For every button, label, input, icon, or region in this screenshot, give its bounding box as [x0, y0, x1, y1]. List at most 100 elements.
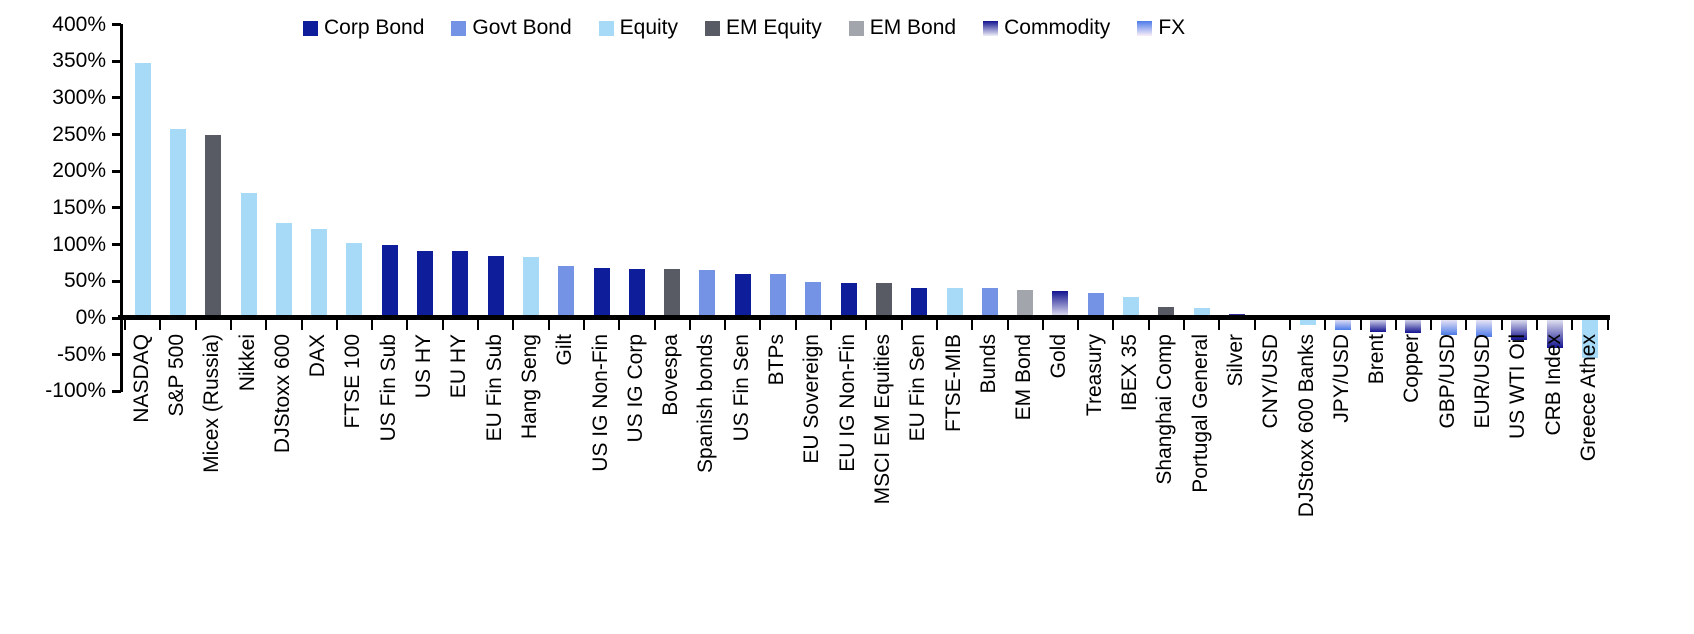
y-axis-label: 200% [52, 159, 106, 183]
y-axis-tick [112, 133, 121, 137]
x-axis-tick [300, 320, 303, 330]
bar-us-fin-sub [381, 244, 398, 318]
x-axis-label-ftse-mib: FTSE-MIB [941, 334, 965, 432]
legend-swatch-em-bond [848, 20, 864, 36]
x-axis-label-micex-russia: Micex (Russia) [200, 334, 224, 473]
x-axis-label-ibex-35: IBEX 35 [1118, 334, 1142, 412]
x-axis-label-gold: Gold [1047, 334, 1071, 379]
legend-label: Commodity [1004, 16, 1111, 39]
x-axis-label-treasury: Treasury [1082, 334, 1106, 417]
x-axis-tick [1430, 320, 1433, 330]
x-axis-tick [830, 320, 832, 330]
x-axis-label-crb-index: CRB Index [1541, 334, 1565, 436]
y-axis-tick [112, 353, 121, 357]
x-axis-tick [724, 320, 727, 330]
bar-shanghai-comp [1158, 306, 1175, 318]
legend-item-fx: FX [1137, 16, 1185, 40]
x-axis-label-us-ig-non-fin: US IG Non-Fin [588, 334, 612, 472]
x-axis-tick [406, 320, 409, 330]
y-axis-label: 300% [52, 85, 106, 109]
chart-legend: Corp Bond Govt Bond Equity EM Equity EM Bond… [303, 16, 1185, 40]
x-axis-label-ftse-100: FTSE 100 [341, 334, 365, 429]
legend-item-em-bond: EM Bond [848, 16, 957, 40]
x-axis-label-msci-em-equities: MSCI EM Equities [870, 334, 894, 505]
bar-s-p-500 [169, 129, 186, 318]
x-axis-tick [265, 320, 268, 330]
x-axis-tick [900, 320, 903, 330]
bar-eu-hy [452, 251, 469, 318]
bar-eu-fin-sen [911, 287, 928, 318]
x-axis-tick [582, 320, 585, 330]
x-axis-tick [1183, 320, 1185, 330]
x-axis-tick [124, 320, 126, 330]
x-axis-label-bovespa: Bovespa [659, 334, 683, 416]
x-axis-label-jpy-usd: JPY/USD [1329, 334, 1353, 423]
y-axis-tick [112, 169, 121, 173]
bar-eu-ig-non-fin [840, 282, 857, 318]
bar-eur-usd [1476, 318, 1493, 338]
y-axis-label: 400% [52, 12, 106, 36]
bar-em-bond [1017, 290, 1034, 318]
legend-swatch-corp-bond [303, 20, 318, 36]
bar-jpy-usd [1334, 318, 1351, 331]
bar-us-fin-sen [734, 273, 751, 318]
x-axis-label-nasdaq: NASDAQ [129, 334, 153, 423]
legend-item-corp-bond: Corp Bond [303, 16, 424, 40]
y-axis-tick [112, 96, 121, 100]
bar-dax [311, 229, 328, 318]
x-axis-label-bunds: Bunds [976, 334, 1000, 394]
x-axis-label-spanish-bonds: Spanish bonds [694, 334, 718, 473]
x-axis-tick [1465, 320, 1468, 330]
x-axis-tick [1006, 320, 1009, 330]
bar-nasdaq [134, 62, 151, 318]
y-axis-label: -50% [56, 342, 106, 366]
legend-item-govt-bond: Govt Bond [451, 16, 572, 40]
legend-label: EM Bond [869, 16, 957, 39]
x-axis-tick [1500, 320, 1503, 330]
x-axis-label-dax: DAX [306, 334, 330, 378]
bar-bunds [981, 287, 998, 318]
x-axis-tick [1324, 320, 1327, 330]
x-axis-label-eu-ig-non-fin: EU IG Non-Fin [835, 334, 859, 472]
x-axis-label-eu-hy: EU HY [447, 334, 471, 399]
x-axis-tick [194, 320, 197, 330]
x-axis-tick [1112, 320, 1115, 330]
bar-ftse-mib [946, 287, 963, 318]
bar-ibex-35 [1123, 296, 1140, 318]
x-axis-label-us-fin-sen: US Fin Sen [729, 334, 753, 442]
x-axis-tick [1359, 320, 1362, 330]
x-axis-tick [971, 320, 974, 330]
x-axis-tick [794, 320, 797, 330]
y-axis-label: 100% [52, 232, 106, 256]
bar-us-ig-corp [628, 268, 645, 318]
legend-swatch-equity [598, 20, 614, 36]
x-axis-tick [1253, 320, 1256, 330]
x-axis-tick [935, 320, 938, 330]
bar-eu-sovereign [805, 282, 822, 318]
x-axis-label-hang-seng: Hang Seng [517, 334, 541, 440]
legend-swatch-govt-bond [451, 20, 467, 36]
x-axis-label-eur-usd: EUR/USD [1471, 334, 1495, 429]
legend-swatch-em-equity [705, 20, 721, 36]
legend-item-em-equity: EM Equity [705, 16, 822, 40]
bar-micex-russia [205, 134, 222, 318]
x-axis-tick [1394, 320, 1397, 330]
bar-eu-fin-sub [487, 256, 504, 318]
x-axis-label-gbp-usd: GBP/USD [1435, 334, 1459, 429]
bar-brent [1370, 318, 1387, 332]
x-axis-tick [477, 320, 479, 330]
bar-gold [1052, 290, 1069, 318]
x-axis-label-copper: Copper [1400, 334, 1424, 403]
bar-portugal-general [1193, 307, 1210, 318]
bar-treasury [1087, 293, 1104, 318]
y-axis-label: -100% [45, 379, 106, 403]
bar-djstoxx-600-banks [1299, 318, 1316, 326]
legend-label: Govt Bond [472, 16, 572, 39]
x-axis-label-eu-fin-sub: EU Fin Sub [482, 334, 506, 442]
legend-swatch-fx [1137, 20, 1153, 36]
y-axis-label: 150% [52, 195, 106, 219]
x-axis-label-cny-usd: CNY/USD [1259, 334, 1283, 429]
legend-item-equity: Equity [598, 16, 678, 40]
x-axis-label-us-ig-corp: US IG Corp [623, 334, 647, 443]
